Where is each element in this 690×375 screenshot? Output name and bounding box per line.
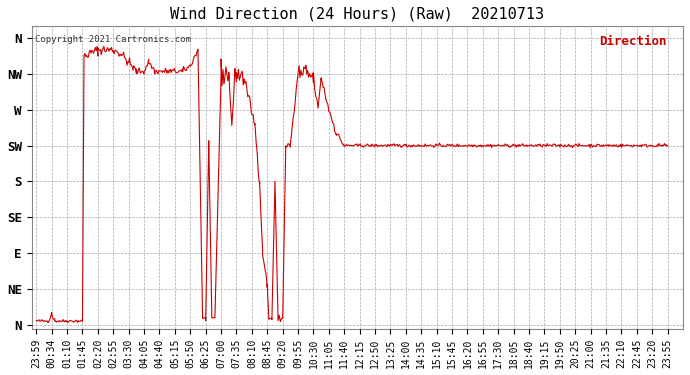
Text: Direction: Direction <box>600 35 667 48</box>
Text: Copyright 2021 Cartronics.com: Copyright 2021 Cartronics.com <box>35 35 191 44</box>
Title: Wind Direction (24 Hours) (Raw)  20210713: Wind Direction (24 Hours) (Raw) 20210713 <box>170 7 544 22</box>
